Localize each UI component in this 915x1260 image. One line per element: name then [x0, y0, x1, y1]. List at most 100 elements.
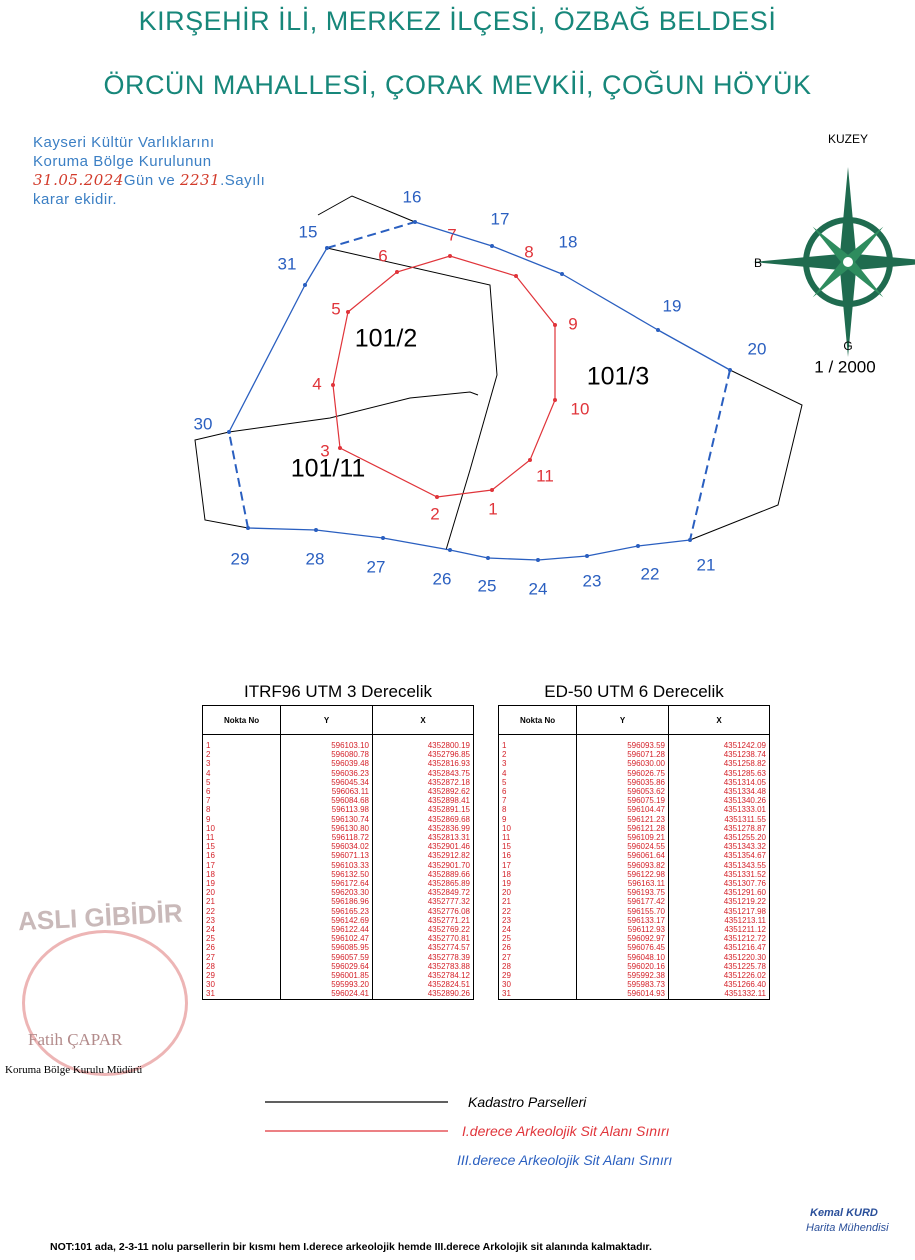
- row: 26 596076.45 4351216.47: [497, 943, 770, 953]
- cell: 4351291.60: [668, 888, 770, 898]
- row: 2 596071.28 4351238.74: [497, 750, 770, 760]
- north-label: KUZEY: [828, 132, 868, 146]
- cell: 7: [497, 796, 577, 806]
- signer-title: Harita Mühendisi: [806, 1222, 889, 1234]
- stamp-line: 31.05.2024Gün ve 2231.Sayılı: [33, 171, 265, 190]
- cell: 4352784.12: [372, 971, 474, 981]
- site-boundary-1: [332, 255, 556, 498]
- vertex: [338, 446, 342, 450]
- legend: [265, 1101, 448, 1132]
- cell: 596121.23: [576, 814, 669, 824]
- parcel-label: 101/3: [587, 363, 650, 391]
- cell: 596030.00: [576, 759, 669, 769]
- cell: 4351212.72: [668, 934, 770, 944]
- cell: 4352836.99: [372, 823, 474, 834]
- cell: 596045.34: [280, 777, 373, 788]
- cell: 596024.55: [576, 842, 669, 852]
- cadastral-line: [689, 369, 803, 541]
- cell: 18: [201, 869, 281, 880]
- row: 6 596063.11 4352892.62: [201, 787, 474, 797]
- cell: 31: [201, 989, 281, 1000]
- cell: 4351255.20: [668, 833, 770, 843]
- cell: 596193.75: [576, 888, 669, 898]
- cell: 596132.50: [280, 869, 373, 880]
- row: 11 596109.21 4351255.20: [497, 833, 770, 843]
- cell: 4352901.46: [372, 842, 474, 852]
- cell: 26: [201, 943, 281, 953]
- column-header: Nokta No: [497, 705, 577, 735]
- cell: 31: [497, 989, 577, 1000]
- row: 3 596039.48 4352816.93: [201, 759, 474, 769]
- official-seal: [22, 930, 188, 1076]
- row: 31 596014.93 4351332.11: [497, 989, 770, 1000]
- title: KIRŞEHİR İLİ, MERKEZ İLÇESİ, ÖZBAĞ BELDE…: [138, 6, 777, 36]
- vertex: [490, 244, 494, 248]
- cell: 21: [201, 897, 281, 907]
- row: 22 596165.23 4352776.08: [201, 906, 474, 916]
- row: 10 596121.28 4351278.87: [497, 823, 770, 834]
- cell: 4352796.85: [372, 750, 474, 760]
- cell: 596063.11: [280, 787, 373, 797]
- compass-star: [753, 167, 915, 357]
- site-boundary-3: [537, 555, 588, 561]
- cell: 10: [497, 823, 577, 834]
- row: 28 596020.16 4351225.78: [497, 961, 770, 972]
- cadastral-line: [194, 431, 249, 529]
- cell: 20: [497, 888, 577, 898]
- row: 21 596177.42 4351219.22: [497, 897, 770, 907]
- cell: 7: [201, 796, 281, 806]
- cell: 596076.45: [576, 943, 669, 953]
- cell: 4351332.11: [668, 989, 770, 1000]
- point-label: 27: [367, 557, 386, 576]
- cell: 4352889.66: [372, 869, 474, 880]
- point-label: 20: [748, 339, 767, 358]
- cell: 596029.64: [280, 961, 373, 972]
- cell: 596071.13: [280, 851, 373, 861]
- south-label: G: [843, 339, 852, 353]
- row: 19 596172.64 4352865.89: [201, 879, 474, 889]
- cell: 4351343.32: [668, 842, 770, 852]
- site-boundary-3: [315, 529, 384, 539]
- cell: 20: [201, 888, 281, 898]
- cell: 4352776.08: [372, 906, 474, 916]
- vertex: [486, 556, 490, 560]
- table-title: ED-50 UTM 6 Derecelik: [544, 682, 724, 701]
- cell: 596061.64: [576, 851, 669, 861]
- decision-stamp: Kayseri Kültür Varlıklarını Koruma Bölge…: [33, 133, 265, 209]
- cell: 4352901.70: [372, 860, 474, 870]
- point-label: 18: [559, 232, 578, 251]
- cell: 596035.86: [576, 777, 669, 788]
- cell: 596057.59: [280, 952, 373, 962]
- row: 8 596113.98 4352891.15: [201, 805, 474, 815]
- cell: 596075.19: [576, 796, 669, 806]
- cell: 596092.97: [576, 934, 669, 944]
- vertex: [331, 383, 335, 387]
- cell: 4352865.89: [372, 879, 474, 889]
- cell: 21: [497, 897, 577, 907]
- row: 21 596186.96 4352777.32: [201, 897, 474, 907]
- cell: 596203.30: [280, 888, 373, 898]
- stamp-date: 31.05.2024: [33, 171, 124, 189]
- row: 24 596122.44 4352769.22: [201, 925, 474, 935]
- row: 16 596071.13 4352912.82: [201, 851, 474, 861]
- row: 5 596035.86 4351314.05: [497, 777, 770, 788]
- cell: 4352813.31: [372, 833, 474, 843]
- column-header: Nokta No: [201, 705, 281, 735]
- row: 10 596130.80 4352836.99: [201, 823, 474, 834]
- cell: 596039.48: [280, 759, 373, 769]
- cell: 27: [497, 952, 577, 962]
- point-label: 21: [697, 555, 716, 574]
- cell: 8: [497, 805, 577, 815]
- site-boundary-3: [491, 245, 563, 275]
- site-boundary-3: [382, 537, 451, 551]
- table: ITRF96 UTM 3 Derecelik Nokta No Y X 1 596103.…: [201, 682, 474, 1000]
- site-boundary-3: [449, 549, 489, 559]
- cell: 9: [497, 814, 577, 824]
- cell: 28: [497, 961, 577, 972]
- row: 9 596130.74 4352869.68: [201, 814, 474, 824]
- point-label: 9: [568, 314, 577, 333]
- site-boundary-3: [657, 329, 731, 371]
- row: 7 596075.19 4351340.26: [497, 796, 770, 806]
- point-label: 5: [331, 299, 340, 318]
- site-boundary-3: [304, 247, 328, 286]
